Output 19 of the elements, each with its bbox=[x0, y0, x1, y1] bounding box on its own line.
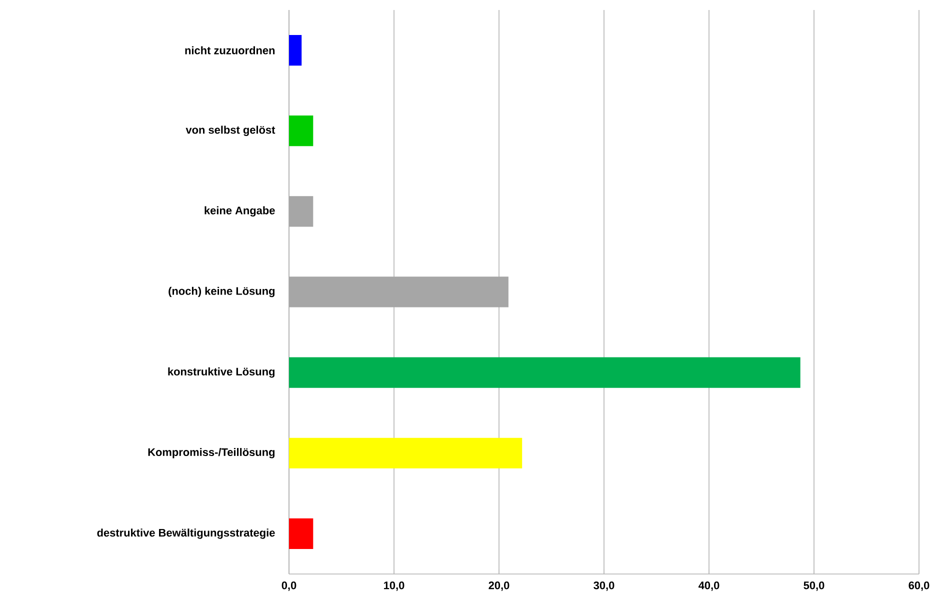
y-tick-label: destruktive Bewältigungsstrategie bbox=[97, 528, 275, 539]
x-tick-label: 60,0 bbox=[908, 582, 930, 591]
y-tick-label: Kompromiss-/Teillösung bbox=[148, 448, 274, 458]
bar bbox=[289, 438, 522, 468]
bar bbox=[289, 518, 314, 550]
x-tick-label: 0,0 bbox=[282, 582, 296, 591]
bar bbox=[289, 357, 800, 388]
bar bbox=[289, 116, 314, 146]
y-tick-label: nicht zuzuordnen bbox=[185, 46, 275, 54]
x-tick-label: 20,0 bbox=[488, 582, 510, 591]
x-tick-label: 50,0 bbox=[804, 582, 824, 591]
x-tick-label: 40,0 bbox=[698, 582, 720, 591]
y-tick-label: konstruktive Lösung bbox=[168, 367, 274, 378]
y-tick-label: (noch) keine Lösung bbox=[168, 286, 274, 298]
bar bbox=[289, 34, 302, 66]
x-tick-label: 10,0 bbox=[384, 582, 404, 591]
y-tick-label: von selbst gelöst bbox=[186, 126, 276, 136]
y-tick-label: keine Angabe bbox=[204, 206, 275, 217]
x-tick-label: 30,0 bbox=[594, 582, 614, 591]
